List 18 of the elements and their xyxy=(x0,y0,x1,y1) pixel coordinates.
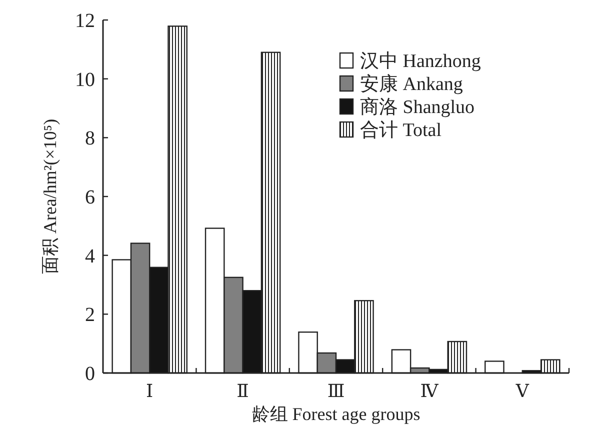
y-tick-label: 8 xyxy=(85,128,95,150)
x-tick-label: Ⅲ xyxy=(327,381,345,401)
y-tick-label: 12 xyxy=(75,10,95,32)
y-tick-label: 0 xyxy=(85,363,95,385)
y-axis-title: 面积 Area/hm²(×10⁵) xyxy=(40,118,60,274)
legend-label: 汉中 Hanzhong xyxy=(360,51,482,72)
x-axis-title: 龄组 Forest age groups xyxy=(252,404,420,424)
legend-label: 商洛 Shangluo xyxy=(360,96,475,118)
x-tick-label: Ⅰ xyxy=(146,381,154,401)
y-tick-label: 6 xyxy=(85,186,95,208)
y-tick-label: 4 xyxy=(85,245,95,268)
y-tick-label: 10 xyxy=(75,68,95,91)
y-tick-label: 2 xyxy=(85,304,95,326)
x-tick-label: Ⅴ xyxy=(514,381,530,401)
legend-label: 安康 Ankang xyxy=(360,73,464,95)
x-tick-label: Ⅱ xyxy=(236,381,249,401)
legend-label: 合计 Total xyxy=(360,120,442,141)
x-tick-label: Ⅳ xyxy=(420,381,440,401)
